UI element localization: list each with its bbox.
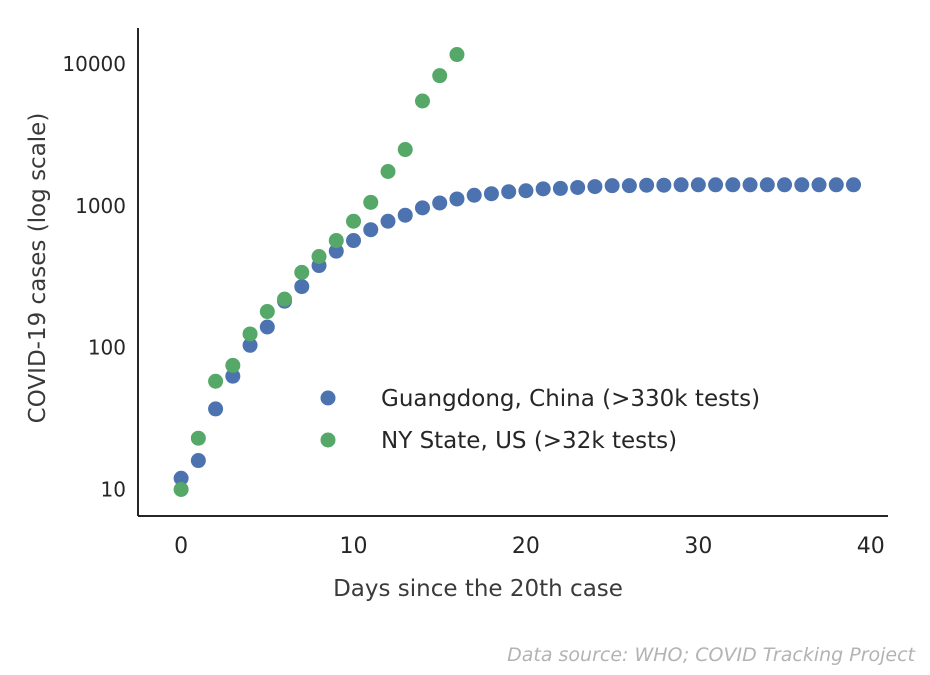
legend: Guangdong, China (>330k tests) NY State, … (320, 386, 760, 454)
data-point (414, 200, 430, 216)
data-point (190, 430, 206, 446)
data-point (397, 142, 413, 158)
data-point (346, 213, 362, 229)
legend-marker (320, 432, 336, 448)
data-point (277, 291, 293, 307)
plot-marks (173, 47, 862, 497)
data-point (173, 470, 189, 486)
data-point (259, 304, 275, 320)
data-point (225, 357, 241, 373)
x-tick-label: 40 (857, 534, 885, 559)
data-point (639, 177, 655, 193)
data-point (552, 180, 568, 196)
data-point (363, 194, 379, 210)
legend-label: NY State, US (>32k tests) (381, 428, 677, 454)
data-point (190, 453, 206, 469)
data-point (259, 319, 275, 335)
x-tick-label: 20 (512, 534, 540, 559)
data-point (501, 184, 517, 200)
data-point (328, 243, 344, 259)
y-tick-label: 1000 (75, 194, 126, 218)
data-point (311, 248, 327, 264)
x-axis-title: Days since the 20th case (333, 576, 623, 602)
axes: 0 10 20 30 40 10 100 1000 10000 (62, 28, 888, 559)
data-point (690, 177, 706, 193)
data-point (208, 401, 224, 417)
data-point (742, 177, 758, 193)
x-tick-label: 10 (340, 534, 368, 559)
data-point (432, 195, 448, 211)
data-point (518, 183, 534, 199)
x-tick-label: 0 (174, 534, 188, 559)
y-tick-label: 10 (101, 477, 126, 501)
data-point (811, 177, 827, 193)
data-point (708, 177, 724, 193)
data-point (656, 177, 672, 193)
data-point (363, 222, 379, 238)
data-point (846, 177, 862, 193)
data-point (587, 179, 603, 195)
data-point (208, 373, 224, 389)
x-tick-label: 30 (684, 534, 712, 559)
data-point (483, 186, 499, 202)
data-point (777, 177, 793, 193)
data-point (466, 187, 482, 203)
data-point (432, 68, 448, 84)
data-point (173, 481, 189, 497)
series-1 (173, 47, 465, 497)
data-point (570, 179, 586, 195)
data-point (449, 47, 465, 63)
data-point (621, 178, 637, 194)
data-point (225, 368, 241, 384)
data-point (673, 177, 689, 193)
data-point (725, 177, 741, 193)
data-point (535, 181, 551, 197)
legend-label: Guangdong, China (>330k tests) (381, 386, 760, 412)
data-point (414, 93, 430, 109)
data-point (380, 163, 396, 179)
y-tick-label: 10000 (62, 52, 126, 76)
data-point (328, 233, 344, 249)
legend-marker (320, 390, 336, 406)
data-point (828, 177, 844, 193)
data-point (294, 279, 310, 295)
data-point (242, 326, 258, 342)
data-point (242, 337, 258, 353)
y-axis-title: COVID-19 cases (log scale) (25, 113, 51, 424)
data-point (397, 207, 413, 223)
data-point (294, 264, 310, 280)
data-point (759, 177, 775, 193)
data-source-note: Data source: WHO; COVID Tracking Project (507, 644, 916, 666)
y-tick-label: 100 (88, 336, 126, 360)
data-point (449, 191, 465, 207)
data-point (346, 233, 362, 249)
data-point (794, 177, 810, 193)
data-point (380, 213, 396, 229)
data-point (604, 178, 620, 194)
